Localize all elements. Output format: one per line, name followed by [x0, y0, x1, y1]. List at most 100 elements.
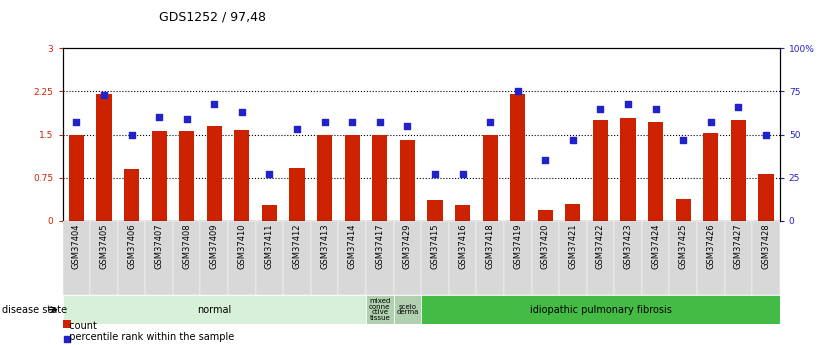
Bar [615, 221, 642, 295]
Point [566, 137, 580, 142]
Bar [256, 221, 284, 295]
Bar [228, 221, 256, 295]
Bar [648, 122, 663, 221]
Point [290, 127, 304, 132]
Bar [262, 205, 277, 221]
Bar [504, 221, 531, 295]
Bar [697, 221, 725, 295]
Text: GSM37418: GSM37418 [485, 223, 495, 269]
Bar [289, 168, 304, 221]
Point [621, 101, 635, 106]
Point [429, 171, 442, 177]
Point [180, 116, 193, 122]
Bar [173, 221, 200, 295]
Text: GSM37412: GSM37412 [293, 223, 302, 268]
Bar [725, 221, 752, 295]
Text: GSM37423: GSM37423 [624, 223, 632, 269]
Bar [731, 120, 746, 221]
Bar [538, 210, 553, 221]
Bar [455, 205, 470, 221]
Bar [152, 130, 167, 221]
Bar [317, 135, 332, 221]
Bar [284, 221, 311, 295]
Point [484, 120, 497, 125]
Bar [586, 221, 615, 295]
Point [594, 106, 607, 111]
Bar [118, 221, 145, 295]
Bar [476, 221, 504, 295]
Bar [344, 135, 359, 221]
Point [649, 106, 662, 111]
Text: GSM37428: GSM37428 [761, 223, 771, 269]
Point [373, 120, 386, 125]
Point [456, 171, 470, 177]
Point [704, 120, 717, 125]
Text: disease state: disease state [2, 305, 67, 315]
Text: GSM37406: GSM37406 [127, 223, 136, 269]
Point [759, 132, 772, 137]
Text: GSM37407: GSM37407 [154, 223, 163, 269]
Point [676, 137, 690, 142]
Point [70, 120, 83, 125]
Bar [68, 135, 84, 221]
Text: GSM37420: GSM37420 [540, 223, 550, 268]
Point [60, 336, 73, 342]
Bar [63, 295, 366, 324]
Bar [97, 94, 112, 221]
Bar [427, 199, 443, 221]
Bar [394, 221, 421, 295]
Bar [559, 221, 586, 295]
Bar [124, 169, 139, 221]
Bar [394, 295, 421, 324]
Point [731, 104, 745, 110]
Bar [752, 221, 780, 295]
Bar [366, 295, 394, 324]
Bar [642, 221, 670, 295]
Bar [703, 134, 718, 221]
Point [208, 101, 221, 106]
Text: GSM37422: GSM37422 [596, 223, 605, 268]
Point [263, 171, 276, 177]
Text: GSM37414: GSM37414 [348, 223, 357, 268]
Text: GSM37405: GSM37405 [99, 223, 108, 268]
Bar [179, 130, 194, 221]
Point [400, 123, 414, 129]
Text: idiopathic pulmonary fibrosis: idiopathic pulmonary fibrosis [530, 305, 671, 315]
Text: GSM37417: GSM37417 [375, 223, 384, 269]
Bar [620, 118, 636, 221]
Text: normal: normal [197, 305, 231, 315]
Bar [510, 94, 525, 221]
Bar [339, 221, 366, 295]
Point [125, 132, 138, 137]
Point [235, 109, 249, 115]
Bar [421, 295, 780, 324]
Text: GDS1252 / 97,48: GDS1252 / 97,48 [159, 10, 266, 23]
Text: GSM37413: GSM37413 [320, 223, 329, 269]
Bar [366, 221, 394, 295]
Text: GSM37425: GSM37425 [679, 223, 688, 268]
Text: GSM37416: GSM37416 [458, 223, 467, 269]
Point [153, 115, 166, 120]
Text: GSM37426: GSM37426 [706, 223, 716, 269]
Bar [63, 320, 71, 328]
Text: GSM37427: GSM37427 [734, 223, 743, 269]
Bar [372, 135, 387, 221]
Bar [421, 221, 449, 295]
Text: percentile rank within the sample: percentile rank within the sample [63, 332, 234, 342]
Point [511, 89, 525, 94]
Text: GSM37424: GSM37424 [651, 223, 661, 268]
Text: GSM37409: GSM37409 [210, 223, 219, 268]
Text: GSM37404: GSM37404 [72, 223, 81, 268]
Bar [449, 221, 476, 295]
Bar [200, 221, 228, 295]
Point [539, 158, 552, 163]
Bar [63, 221, 90, 295]
Bar [676, 199, 691, 221]
Bar [565, 204, 580, 221]
Point [98, 92, 111, 98]
Bar [207, 126, 222, 221]
Bar [531, 221, 559, 295]
Bar [145, 221, 173, 295]
Text: mixed
conne
ctive
tissue: mixed conne ctive tissue [369, 298, 390, 321]
Text: count: count [63, 321, 97, 331]
